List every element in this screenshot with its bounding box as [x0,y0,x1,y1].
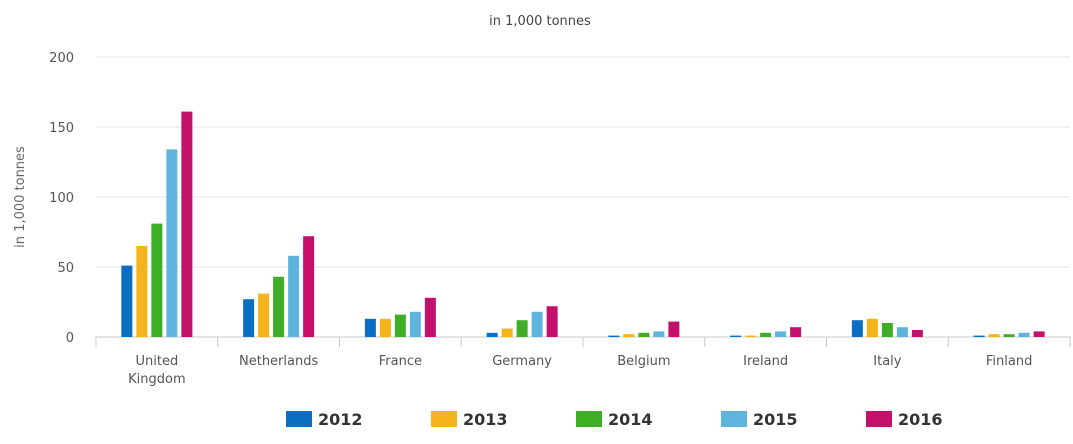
bar-2016-6 [911,330,923,337]
legend-label-2012: 2012 [318,410,363,429]
y-tick-label-3: 150 [49,121,74,136]
bar-2015-4 [653,331,665,337]
bar-2016-7 [1033,331,1045,337]
legend-label-2015: 2015 [753,410,798,429]
bar-2013-0 [136,246,148,337]
legend-swatch-2012 [286,411,312,427]
y-tick-label-4: 200 [49,51,74,66]
bar-2014-0 [151,223,163,337]
bars [121,111,1045,337]
bar-2012-6 [851,320,863,337]
y-tick-label-0: 0 [66,331,74,346]
bar-2012-3 [486,332,498,337]
bar-2016-1 [303,236,315,337]
legend: 2012 2013 2014 2015 2016 [286,410,943,429]
bar-2012-0 [121,265,133,337]
bar-2013-1 [258,293,270,337]
bar-2012-1 [243,299,255,337]
x-tick-label-7: Finland [986,354,1032,369]
bar-2014-6 [881,323,893,337]
bar-2013-5 [745,335,757,337]
x-tick-label-5: Ireland [743,354,788,369]
bar-2013-7 [988,334,1000,337]
x-axis-ticks: United Kingdom Netherlands France Germany Bel… [128,354,1032,387]
bar-2014-5 [760,332,772,337]
bar-2013-3 [501,328,513,337]
bar-2015-1 [288,255,300,337]
x-tick-label-6: Italy [873,354,902,369]
bar-2013-6 [866,318,878,337]
legend-swatch-2016 [866,411,892,427]
legend-label-2016: 2016 [898,410,943,429]
bar-2012-7 [973,335,985,337]
chart-title: in 1,000 tonnes [489,14,591,29]
bar-2014-4 [638,332,650,337]
y-axis-title: in 1,000 tonnes [13,146,28,248]
y-tick-label-2: 100 [49,191,74,206]
legend-swatch-2014 [576,411,602,427]
bar-2015-6 [896,327,908,337]
bar-2014-2 [394,314,406,337]
bar-2014-1 [273,276,285,337]
bar-2014-3 [516,320,528,337]
bar-2013-2 [379,318,391,337]
bar-2016-2 [424,297,436,337]
bar-2016-5 [790,327,802,337]
grid-lines [95,56,1071,347]
legend-swatch-2013 [431,411,457,427]
legend-label-2014: 2014 [608,410,653,429]
bar-2015-0 [166,149,178,337]
bar-2015-5 [775,331,787,337]
bar-2016-4 [668,321,680,337]
y-axis-ticks: 0 50 100 150 200 [49,51,74,346]
x-tick-label-1: Netherlands [239,354,318,369]
bar-2012-2 [364,318,376,337]
legend-swatch-2015 [721,411,747,427]
legend-label-2013: 2013 [463,410,508,429]
bar-2012-4 [608,335,620,337]
x-tick-label-4: Belgium [617,354,670,369]
x-tick-label-3: Germany [492,354,552,369]
x-tick-label-0: United Kingdom [128,354,186,387]
bar-2012-5 [730,335,742,337]
bar-2015-7 [1018,332,1030,337]
y-tick-label-1: 50 [57,261,74,276]
bar-2015-2 [409,311,421,337]
bar-2016-0 [181,111,193,337]
bar-2016-3 [546,306,558,337]
bar-2014-7 [1003,334,1015,337]
bar-2013-4 [623,334,635,337]
bar-2015-3 [531,311,543,337]
x-tick-label-2: France [379,354,422,369]
